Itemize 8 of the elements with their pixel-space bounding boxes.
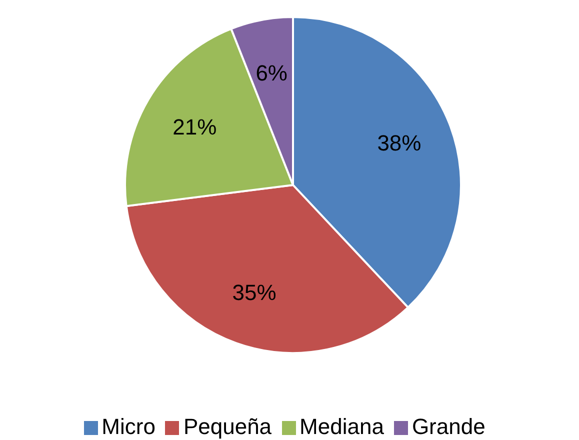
legend-label: Mediana [300, 414, 384, 439]
legend-label: Micro [102, 414, 156, 439]
data-label: 6% [256, 60, 288, 86]
legend-label: Grande [412, 414, 486, 439]
data-label: 38% [377, 130, 422, 156]
data-label: 21% [172, 114, 217, 140]
data-label: 35% [232, 280, 276, 305]
legend-label: Pequeña [183, 414, 272, 439]
